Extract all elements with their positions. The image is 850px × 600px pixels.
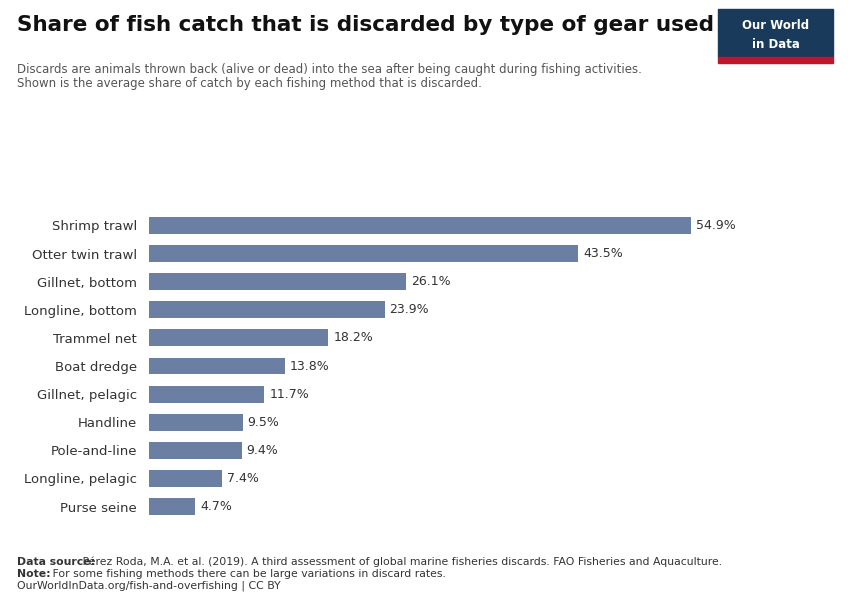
Bar (149, 414, 242, 431)
Text: 9.4%: 9.4% (246, 444, 278, 457)
Text: Note:: Note: (17, 569, 51, 579)
Bar (149, 358, 285, 374)
Text: Our World: Our World (742, 19, 809, 32)
Bar (149, 470, 222, 487)
Bar (149, 301, 385, 318)
Text: For some fishing methods there can be large variations in discard rates.: For some fishing methods there can be la… (49, 569, 446, 579)
Text: in Data: in Data (751, 38, 800, 50)
Text: 23.9%: 23.9% (389, 303, 429, 316)
Bar (149, 329, 328, 346)
Text: 9.5%: 9.5% (247, 416, 280, 429)
Text: 13.8%: 13.8% (290, 359, 330, 373)
Text: Discards are animals thrown back (alive or dead) into the sea after being caught: Discards are animals thrown back (alive … (17, 63, 642, 76)
Bar (149, 245, 578, 262)
Text: 7.4%: 7.4% (227, 472, 258, 485)
Bar (149, 442, 241, 459)
Text: 54.9%: 54.9% (695, 219, 735, 232)
Text: OurWorldInData.org/fish-and-overfishing | CC BY: OurWorldInData.org/fish-and-overfishing … (17, 581, 280, 592)
Text: 11.7%: 11.7% (269, 388, 309, 401)
Text: 18.2%: 18.2% (333, 331, 373, 344)
Text: Share of fish catch that is discarded by type of gear used: Share of fish catch that is discarded by… (17, 15, 714, 35)
Text: 26.1%: 26.1% (411, 275, 451, 288)
Text: Pérez Roda, M.A. et al. (2019). A third assessment of global marine fisheries di: Pérez Roda, M.A. et al. (2019). A third … (79, 557, 722, 568)
Text: 43.5%: 43.5% (583, 247, 623, 260)
Text: 4.7%: 4.7% (200, 500, 232, 513)
Bar (149, 273, 406, 290)
Bar (149, 386, 264, 403)
Bar (149, 498, 196, 515)
Text: Shown is the average share of catch by each fishing method that is discarded.: Shown is the average share of catch by e… (17, 77, 482, 90)
Bar (149, 217, 691, 234)
Text: Data source:: Data source: (17, 557, 95, 567)
